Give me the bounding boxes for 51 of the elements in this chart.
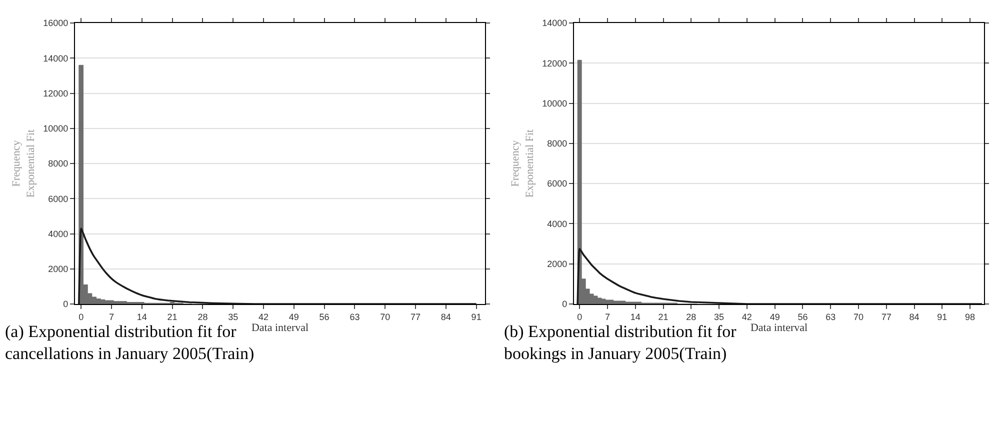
y-tick-label: 8000 [547,138,568,149]
text: (b) Exponential distribution fit for bookings in January 2005(Train) [504,322,737,363]
x-tick-label: 63 [350,312,360,322]
y-axis-title: Frequency Exponential Fit [10,129,37,198]
x-tick-label: 98 [965,312,976,322]
x-tick-label: 63 [826,312,836,322]
y-tick-label: 0 [63,299,68,310]
x-tick-label: 7 [604,312,610,322]
y-tick-label: 6000 [547,178,568,189]
x-tick-label: 42 [742,312,752,322]
x-tick-label: 56 [798,312,808,322]
x-tick-label: 56 [319,312,330,322]
y-tick-label: 2000 [48,264,68,274]
x-tick-label: 84 [909,312,920,322]
x-tick-label: 21 [658,312,668,322]
x-axis-title: Data interval [251,322,309,334]
x-tick-label: 77 [881,312,892,322]
x-tick-label: 49 [288,312,299,322]
x-tick-label: 35 [714,312,724,322]
y-tick-label: 4000 [547,218,568,229]
y-tick-label: 6000 [48,194,68,204]
x-tick-label: 14 [630,312,640,322]
y-tick-label: 10000 [43,124,68,134]
y-tick-label: 0 [562,299,568,310]
x-tick-label: 35 [228,312,238,322]
x-tick-label: 0 [577,312,582,322]
x-tick-label: 0 [78,312,84,322]
y-tick-label: 12000 [43,88,68,98]
y-tick-label: 10000 [542,98,568,108]
x-tick-label: 21 [167,312,178,322]
x-tick-label: 7 [108,312,114,322]
x-tick-label: 91 [471,312,482,322]
x-tick-label: 14 [136,312,147,322]
x-tick-label: 91 [937,312,948,322]
y-tick-label: 16000 [43,18,68,28]
y-tick-label: 14000 [542,18,568,28]
y-tick-label: 14000 [43,53,68,64]
x-axis-title: Data interval [750,322,808,334]
x-tick-label: 42 [258,312,269,322]
x-tick-label: 49 [770,312,780,322]
y-tick-label: 8000 [48,158,68,169]
x-tick-label: 77 [410,312,421,322]
y-tick-label: 12000 [542,58,568,68]
y-axis-title: Frequency Exponential Fit [510,129,536,198]
y-tick-label: 2000 [547,259,568,270]
x-tick-label: 28 [686,312,696,322]
x-tick-label: 84 [440,312,451,322]
y-tick-label: 4000 [48,228,68,239]
x-tick-label: 70 [380,312,390,322]
x-tick-label: 70 [853,312,864,322]
x-tick-label: 28 [198,312,208,322]
